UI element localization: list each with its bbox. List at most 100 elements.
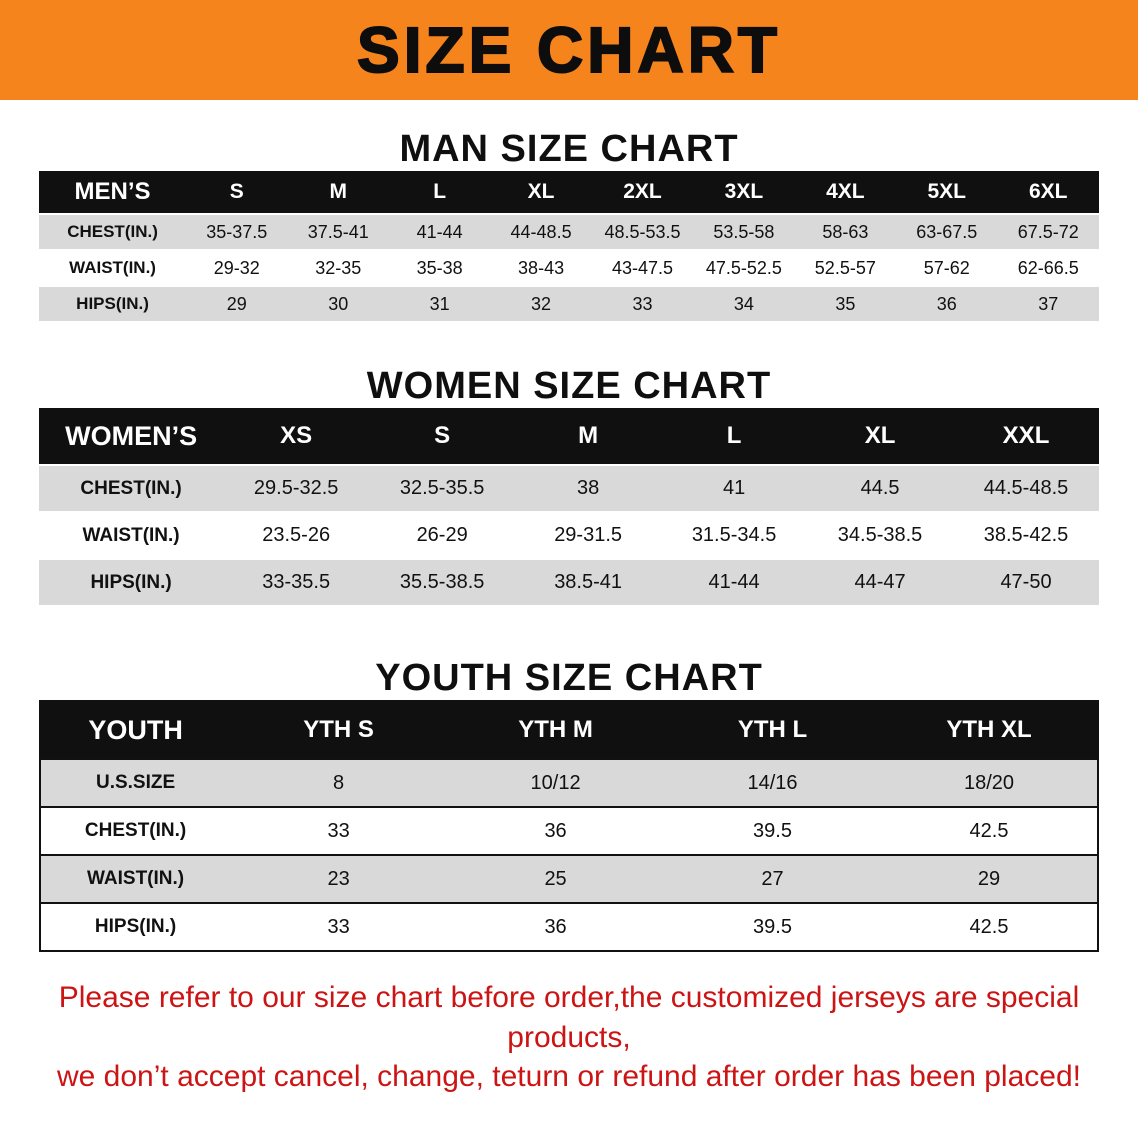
size-value: 44-48.5: [510, 221, 572, 242]
notice-line-1: Please refer to our size chart before or…: [58, 981, 1080, 1054]
size-value: 27: [761, 867, 784, 890]
size-value: 39.5: [753, 915, 792, 938]
size-column-header: 6XL: [997, 171, 1099, 214]
size-value: 34.5-38.5: [837, 524, 923, 546]
size-column-header: YTH L: [664, 701, 881, 759]
table-row: CHEST(IN.) 35-37.5 37.5-41 41-44 44-48.5 48.5…: [39, 214, 1099, 250]
row-label: HIPS(IN.): [90, 571, 172, 593]
table-row: HIPS(IN.) 33-35.5 35.5-38.5 38.5-41 41-44 44-…: [39, 559, 1099, 605]
row-label: WAIST(IN.): [87, 868, 185, 889]
size-value: 31: [429, 293, 450, 314]
size-value: 29: [977, 867, 1001, 890]
table-header-row: WOMEN’S XS S M L XL XXL: [39, 408, 1099, 465]
size-value: 36: [544, 915, 567, 938]
size-column-header: L: [388, 171, 491, 214]
size-column-header: XS: [223, 408, 370, 465]
size-value: 37: [1038, 293, 1059, 314]
size-column-header: S: [186, 171, 288, 214]
youth-section-title: YOUTH SIZE CHART: [375, 657, 763, 699]
size-column-header: 3XL: [693, 171, 795, 214]
table-row: WAIST(IN.) 29-32 32-35 35-38 38-43 43-47.5 47.…: [39, 250, 1099, 286]
youth-size-table: YOUTH YTH S YTH M YTH L YTH XL U.S.SIZE 8 10/12…: [39, 700, 1099, 952]
table-row: CHEST(IN.) 29.5-32.5 32.5-35.5 38 41 44.5 44.5…: [39, 465, 1099, 512]
size-value: 23: [327, 867, 350, 890]
size-value: 10/12: [530, 771, 581, 794]
size-value: 47.5-52.5: [705, 257, 782, 278]
size-column-header: 2XL: [591, 171, 694, 214]
size-value: 35-38: [416, 257, 463, 278]
size-chart-banner: SIZE CHART: [0, 0, 1138, 100]
size-value: 67.5-72: [1017, 221, 1079, 242]
size-column-header: 5XL: [896, 171, 998, 214]
size-column-header: S: [369, 408, 516, 465]
women-section-title: WOMEN SIZE CHART: [366, 365, 772, 407]
size-column-header: M: [287, 171, 389, 214]
size-value: 62-66.5: [1017, 257, 1079, 278]
size-value: 31.5-34.5: [691, 524, 777, 546]
row-label: CHEST(IN.): [84, 820, 187, 841]
women-size-table: WOMEN’S XS S M L XL XXL CHEST(IN.) 29.5-32.5 32.5…: [39, 408, 1099, 605]
size-value: 42.5: [969, 819, 1009, 842]
size-value: 32-35: [315, 257, 362, 278]
size-value: 38.5-41: [554, 571, 623, 593]
row-label: CHEST(IN.): [67, 222, 158, 241]
row-label: HIPS(IN.): [94, 916, 177, 937]
notice-line-2: we don’t accept cancel, change, teturn o…: [57, 1060, 1081, 1094]
size-value: 41-44: [416, 221, 463, 242]
size-value: 29.5-32.5: [253, 477, 339, 499]
row-label: CHEST(IN.): [80, 477, 182, 499]
table-row: HIPS(IN.) 33 36 39.5 42.5: [40, 903, 1098, 951]
size-value: 39.5: [753, 819, 792, 842]
size-value: 25: [544, 867, 567, 890]
size-value: 42.5: [969, 915, 1009, 938]
table-category-header: MEN’S: [39, 171, 187, 214]
row-label: WAIST(IN.): [69, 258, 156, 277]
size-value: 33: [632, 293, 653, 314]
size-value: 33: [327, 819, 350, 842]
size-value: 33-35.5: [262, 571, 331, 593]
size-value: 44.5-48.5: [983, 477, 1069, 499]
size-value: 32.5-35.5: [399, 477, 485, 499]
order-notice: Please refer to our size chart before or…: [14, 978, 1124, 1097]
size-value: 36: [936, 293, 957, 314]
table-header-row: MEN’S S M L XL 2XL 3XL 4XL 5XL 6XL: [39, 171, 1099, 214]
size-value: 35-37.5: [206, 221, 268, 242]
size-value: 52.5-57: [814, 257, 876, 278]
men-section-title: MAN SIZE CHART: [399, 128, 739, 170]
table-category-header: YOUTH: [40, 701, 231, 759]
size-value: 38-43: [518, 257, 565, 278]
size-column-header: M: [515, 408, 662, 465]
size-column-header: YTH XL: [881, 701, 1098, 759]
size-column-header: 4XL: [794, 171, 897, 214]
size-value: 43-47.5: [611, 257, 674, 278]
size-column-header: XL: [807, 408, 954, 465]
size-value: 32: [531, 293, 552, 314]
size-value: 30: [328, 293, 349, 314]
table-category-header: WOMEN’S: [39, 408, 224, 465]
size-value: 63-67.5: [916, 221, 978, 242]
size-value: 58-63: [822, 221, 869, 242]
size-value: 29-32: [213, 257, 260, 278]
size-value: 44-47: [854, 571, 906, 593]
size-value: 38.5-42.5: [983, 524, 1069, 546]
size-value: 44.5: [860, 477, 900, 499]
size-value: 29: [226, 293, 247, 314]
table-row: WAIST(IN.) 23.5-26 26-29 29-31.5 31.5-34.5 34…: [39, 512, 1099, 559]
men-size-table: MEN’S S M L XL 2XL 3XL 4XL 5XL 6XL CHEST(IN.) 35-37…: [39, 171, 1099, 321]
size-value: 36: [544, 819, 567, 842]
size-value: 35.5-38.5: [399, 571, 485, 593]
row-label: HIPS(IN.): [76, 294, 149, 313]
table-row: WAIST(IN.) 23 25 27 29: [40, 855, 1098, 903]
row-label: WAIST(IN.): [82, 524, 180, 546]
size-value: 34: [733, 293, 754, 314]
table-row: HIPS(IN.) 29 30 31 32 33 34 35 36 37: [39, 286, 1099, 321]
table-header-row: YOUTH YTH S YTH M YTH L YTH XL: [40, 701, 1098, 759]
size-column-header: YTH S: [230, 701, 448, 759]
size-value: 53.5-58: [713, 221, 775, 242]
size-value: 14/16: [747, 771, 798, 794]
table-row: U.S.SIZE 8 10/12 14/16 18/20: [40, 759, 1098, 807]
size-value: 18/20: [963, 771, 1015, 794]
size-value: 8: [333, 771, 345, 794]
size-value: 57-62: [923, 257, 970, 278]
size-column-header: XXL: [953, 408, 1099, 465]
